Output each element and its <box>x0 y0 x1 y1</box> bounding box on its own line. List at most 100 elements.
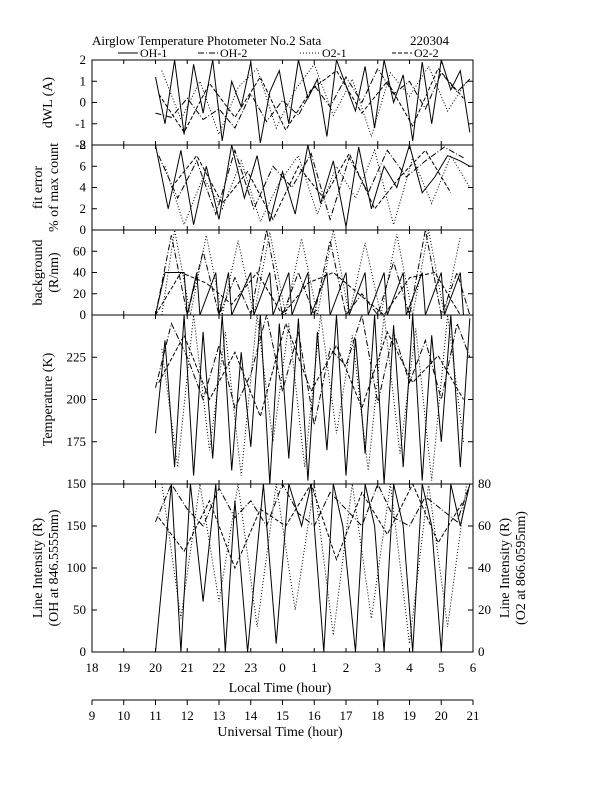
series-line-o2-1-dwl <box>161 63 468 139</box>
universal-time-label: Universal Time (hour) <box>217 725 343 740</box>
ylabel-right-int: Line Intensity (R) <box>498 518 513 619</box>
series-line-oh-1-fit <box>155 145 471 227</box>
ytick-label-dwl: 0 <box>80 95 87 110</box>
ytick-label-fit: 8 <box>80 137 87 152</box>
panel-frame-temp <box>91 314 474 485</box>
panel-dwl: 2 1 0 -1 -2 dWL (A) <box>41 52 474 152</box>
ytick-label-bg: 60 <box>73 243 86 258</box>
series-line-o2-2-dwl <box>158 67 464 134</box>
local-time-tick-label: 18 <box>86 660 99 675</box>
legend-label-o2-2: O2-2 <box>414 46 439 60</box>
series-line-oh-1-bg <box>155 272 470 315</box>
local-time-tick-label: 1 <box>311 660 318 675</box>
local-time-tick-label: 21 <box>181 660 194 675</box>
series-line-oh-1-int <box>155 484 471 652</box>
universal-time-tick-label: 18 <box>371 708 384 723</box>
series-line-oh-2-temp <box>155 315 471 426</box>
universal-time-tick-label: 11 <box>149 708 162 723</box>
ylabel-fit: % of max count <box>47 143 62 232</box>
series-line-oh-2-fit <box>158 146 464 222</box>
ytick-label-dwl: 1 <box>80 73 87 88</box>
ytick-label-int: 150 <box>67 518 87 533</box>
local-time-tick-label: 6 <box>470 660 477 675</box>
ytick-label-temp: 225 <box>67 349 87 364</box>
ylabel-fit: fit error <box>31 166 46 209</box>
ylabel-dwl: dWL (A) <box>41 77 56 129</box>
universal-time-tick-label: 16 <box>308 708 322 723</box>
series-line-oh-1-dwl <box>155 60 471 143</box>
universal-time-tick-label: 17 <box>340 708 354 723</box>
ytick-right-label-int: 20 <box>478 602 491 617</box>
universal-time-tick-label: 15 <box>276 708 289 723</box>
chart-title: Airglow Temperature Photometer No.2 Sata <box>92 33 322 48</box>
local-time-tick-label: 20 <box>149 660 162 675</box>
ytick-label-int: 0 <box>80 644 87 659</box>
ytick-label-fit: 4 <box>80 180 87 195</box>
legend-label-oh-2: OH-2 <box>220 46 247 60</box>
ytick-right-label-int: 80 <box>478 476 491 491</box>
panel-bg: 60 40 20 0 background (R/nm) <box>31 229 474 322</box>
universal-time-tick-label: 12 <box>181 708 194 723</box>
ytick-right-label-int: 0 <box>478 644 485 659</box>
series-line-oh-2-int <box>155 484 471 528</box>
series-line-oh-1-temp <box>155 315 471 484</box>
ytick-label-int: 50 <box>73 602 86 617</box>
ytick-label-fit: 0 <box>80 222 87 237</box>
ytick-right-label-int: 40 <box>478 560 491 575</box>
ytick-label-bg: 20 <box>73 286 86 301</box>
series-line-o2-2-fit <box>171 149 452 221</box>
local-time-label: Local Time (hour) <box>229 681 332 696</box>
ytick-label-fit: 2 <box>80 201 87 216</box>
ylabel-temp: Temperature (K) <box>41 352 56 446</box>
universal-time-tick-label: 19 <box>403 708 416 723</box>
local-time-tick-label: 2 <box>343 660 350 675</box>
panel-temp: 225 200 175 150 Temperature (K) <box>41 314 474 491</box>
series-line-o2-1-fit <box>164 148 471 227</box>
local-time-tick-label: 3 <box>375 660 382 675</box>
ytick-label-bg: 0 <box>80 307 87 322</box>
legend: OH-1 OH-2 O2-1 O2-2 <box>118 46 439 60</box>
ytick-label-fit: 6 <box>80 158 87 173</box>
series-line-o2-2-int <box>158 484 464 570</box>
panel-frame-bg <box>91 229 474 316</box>
local-time-tick-label: 5 <box>438 660 445 675</box>
ytick-label-temp: 175 <box>67 434 87 449</box>
series-line-oh-2-bg <box>155 230 471 315</box>
local-time-tick-label: 22 <box>213 660 226 675</box>
ytick-label-dwl: -1 <box>75 116 86 131</box>
universal-time-tick-label: 21 <box>467 708 480 723</box>
universal-time-tick-label: 9 <box>89 708 96 723</box>
universal-time-tick-label: 13 <box>213 708 226 723</box>
ylabel-int: Line Intensity (R) <box>31 518 46 619</box>
ytick-label-dwl: -2 <box>75 137 86 152</box>
series-line-oh-2-dwl <box>155 67 471 129</box>
ytick-right-label-int: 60 <box>478 518 491 533</box>
panel-frame-dwl <box>91 59 474 146</box>
local-time-tick-label: 23 <box>244 660 257 675</box>
legend-label-o2-1: O2-1 <box>322 46 347 60</box>
legend-label-oh-1: OH-1 <box>140 46 167 60</box>
series-line-o2-1-bg <box>161 230 461 315</box>
ytick-label-dwl: 2 <box>80 52 87 67</box>
ytick-label-bg: 40 <box>73 265 86 280</box>
series-line-o2-2-temp <box>158 321 464 418</box>
ytick-label-temp: 200 <box>67 392 87 407</box>
universal-time-tick-label: 10 <box>117 708 130 723</box>
local-time-tick-label: 4 <box>406 660 413 675</box>
local-time-tick-label: 19 <box>117 660 130 675</box>
panel-fit: 8 6 4 2 0 fit error% of max count <box>31 137 474 237</box>
panel-frame-fit <box>91 144 474 231</box>
ylabel-right-int: (O2 at 866.0595nm) <box>514 511 529 625</box>
universal-time-tick-label: 20 <box>435 708 448 723</box>
date-label: 220304 <box>410 33 450 48</box>
local-time-axis: 18 19 20 21 22 23 0 1 2 3 4 5 6 <box>86 660 477 675</box>
series-line-o2-2-bg <box>155 271 470 315</box>
ytick-label-temp: 150 <box>67 476 87 491</box>
ylabel-bg: background <box>31 239 46 305</box>
universal-time-axis: 9 10 11 12 13 14 15 16 17 18 19 20 21 <box>89 699 480 723</box>
ylabel-int: (OH at 846.5555nm) <box>47 509 62 626</box>
